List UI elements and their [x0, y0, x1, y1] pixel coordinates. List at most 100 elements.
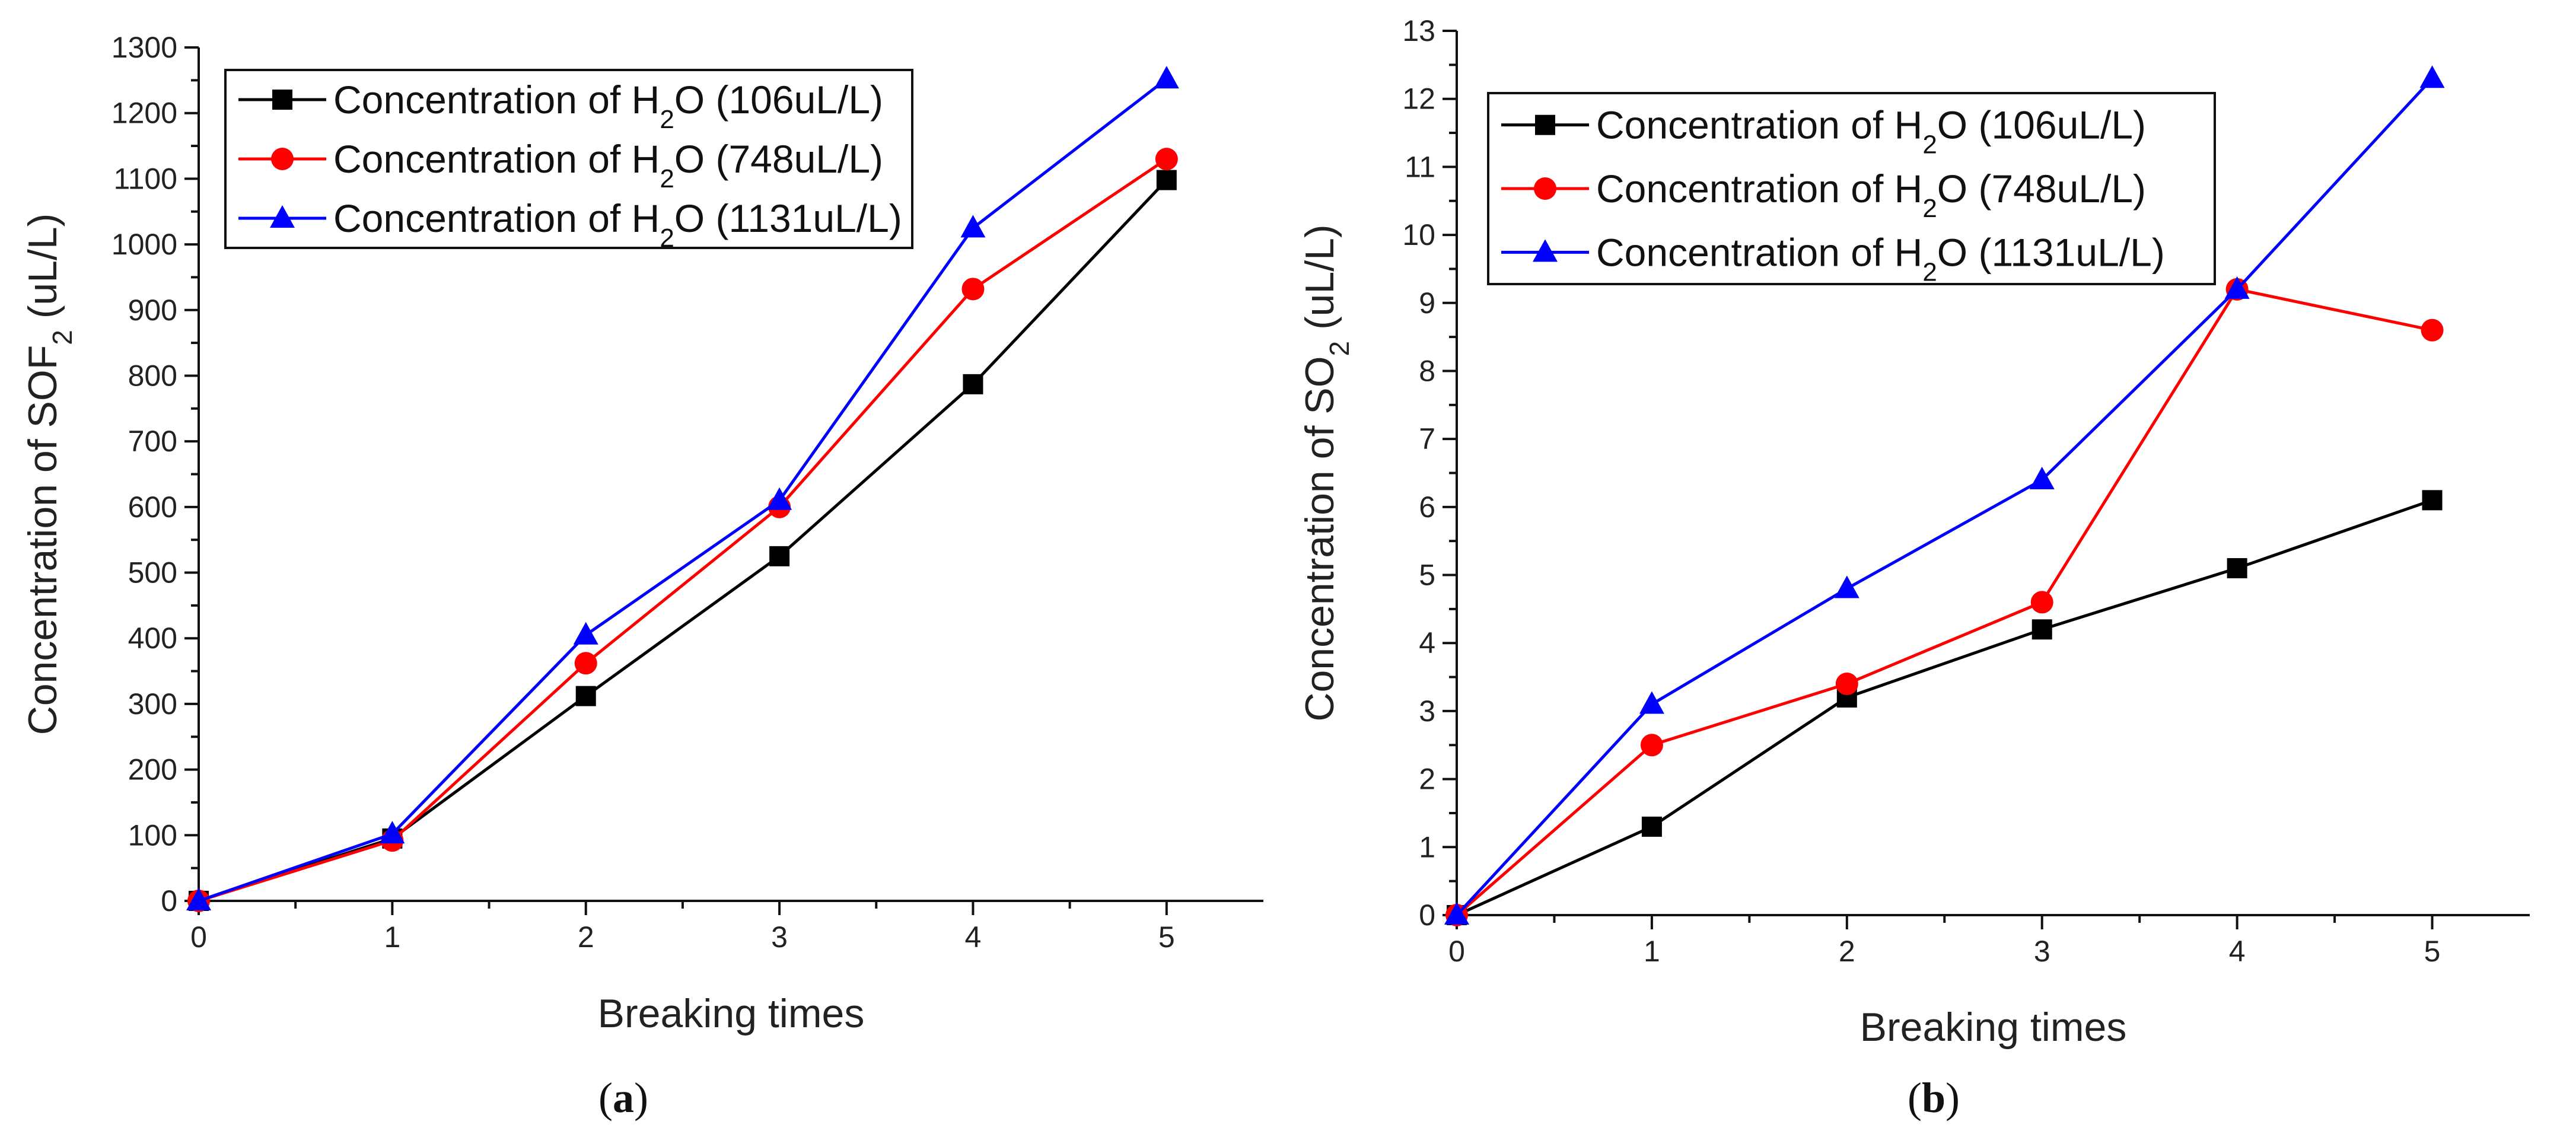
- legend-label-3: Concentration of H2O (1131uL/L): [333, 196, 902, 253]
- y-tick-label: 13: [1402, 14, 1435, 47]
- y-tick-label: 0: [161, 884, 177, 917]
- y-tick-label: 8: [1419, 354, 1435, 387]
- legend-label-text-end: O (1131uL/L): [674, 196, 902, 240]
- series-3-point: [767, 487, 792, 510]
- series-3-point: [1444, 902, 1469, 925]
- series-1-point: [963, 374, 983, 394]
- legend-box: [224, 69, 913, 249]
- y-axis-label: Concentration of SO2 (uL/L): [1297, 224, 1355, 721]
- legend-label-text-end: O (106uL/L): [1937, 103, 2146, 147]
- y-tick-label: 3: [1419, 694, 1435, 728]
- legend-label-text: Concentration of H: [333, 196, 660, 240]
- series-3-point: [2029, 466, 2055, 489]
- y-tick-label: 0: [1419, 899, 1435, 932]
- caption-paren-close: ): [634, 1074, 648, 1122]
- legend-label-subscript: 2: [660, 224, 674, 253]
- y-tick-label: 4: [1419, 626, 1435, 660]
- y-tick-label: 800: [128, 359, 177, 392]
- caption-paren-open: (: [1908, 1074, 1922, 1122]
- legend-label-subscript: 2: [1922, 257, 1937, 286]
- x-tick-label: 4: [965, 920, 982, 954]
- legend-label-3: Concentration of H2O (1131uL/L): [1596, 230, 2165, 286]
- x-tick-label: 0: [190, 920, 207, 954]
- legend-marker-2: [1534, 177, 1556, 200]
- series-1-point: [2227, 558, 2247, 579]
- caption-letter: b: [1922, 1074, 1945, 1122]
- series-2-line: [1456, 288, 2433, 916]
- y-tick-label: 1100: [113, 162, 177, 195]
- chart-a: 0 1 2 3 4 5 0 100 200 300 400 500 600 700 800 900 1000 11…: [20, 31, 1263, 1122]
- legend-label-subscript: 2: [660, 105, 674, 134]
- series-1-point: [769, 546, 790, 566]
- series-2-point: [574, 652, 597, 675]
- series-2-point: [1640, 734, 1663, 757]
- y-tick-label: 1000: [112, 228, 177, 261]
- legend-label-text-end: O (106uL/L): [674, 78, 883, 122]
- series-3-point: [380, 821, 405, 844]
- y-tick-label: 200: [128, 753, 177, 786]
- x-tick-label: 5: [2424, 935, 2441, 968]
- series-1-point: [2422, 490, 2443, 511]
- y-tick-label: 100: [128, 818, 177, 852]
- y-axis-label-text: Concentration of SO: [1297, 356, 1342, 722]
- series-2-point: [2030, 591, 2053, 614]
- legend-marker-1: [1535, 114, 1555, 135]
- series-3-line: [1456, 77, 2434, 916]
- x-tick-label: 4: [2229, 935, 2246, 968]
- y-tick-label: 5: [1419, 559, 1435, 592]
- series-1-line: [1456, 499, 2433, 917]
- y-axis-label-subscript: 2: [1324, 341, 1355, 356]
- legend-label-text-end: O (748uL/L): [674, 137, 883, 181]
- legend-label-text: Concentration of H: [1596, 167, 1922, 211]
- y-tick-label: 300: [128, 687, 177, 721]
- series-3-point: [960, 215, 986, 238]
- legend-marker-1: [272, 90, 292, 110]
- y-axis-label-text: Concentration of SOF: [20, 345, 65, 735]
- series-2-point: [1155, 148, 1178, 171]
- y-axis-label-unit: (uL/L): [20, 214, 65, 330]
- y-axis-label: Concentration of SOF2 (uL/L): [20, 214, 78, 735]
- y-tick-label: 1200: [112, 97, 177, 130]
- y-tick-label: 7: [1419, 422, 1435, 455]
- subfigure-caption: (b): [1908, 1074, 1960, 1122]
- series-3-line: [198, 78, 1168, 903]
- x-axis-label: Breaking times: [598, 991, 865, 1036]
- legend-label-text: Concentration of H: [333, 78, 660, 122]
- y-tick-label: 400: [128, 622, 177, 655]
- series-2-line: [198, 158, 1168, 903]
- legend-label-1: Concentration of H2O (106uL/L): [333, 78, 883, 134]
- x-tick-label: 2: [578, 920, 594, 954]
- legend-marker-3: [270, 205, 295, 228]
- x-tick-label: 1: [1644, 935, 1660, 968]
- y-tick-label: 1300: [112, 31, 177, 64]
- y-tick-label: 9: [1419, 286, 1435, 320]
- x-tick-label: 3: [771, 920, 788, 954]
- y-tick-label: 600: [128, 490, 177, 524]
- y-tick-label: 6: [1419, 490, 1435, 524]
- series-3-point: [1639, 691, 1664, 714]
- series-1-point: [575, 686, 596, 706]
- caption-paren-open: (: [598, 1074, 613, 1122]
- x-tick-label: 5: [1158, 920, 1175, 954]
- subfigure-caption: (a): [598, 1074, 648, 1122]
- series-3-point: [2224, 276, 2250, 299]
- series-3-point: [186, 888, 211, 910]
- legend-label-text: Concentration of H: [1596, 103, 1922, 147]
- y-tick-label: 12: [1402, 82, 1435, 116]
- series-3-point: [1834, 575, 1859, 598]
- legend-marker-3: [1533, 239, 1558, 262]
- legend-label-2: Concentration of H2O (748uL/L): [1596, 167, 2146, 223]
- series-2-point: [1835, 673, 1858, 696]
- legend-label-text: Concentration of H: [1596, 230, 1922, 274]
- legend-label-text-end: O (1131uL/L): [1937, 230, 2165, 274]
- x-tick-label: 2: [1839, 935, 1855, 968]
- caption-letter: a: [613, 1074, 634, 1122]
- series-3-point: [1154, 66, 1179, 89]
- legend-label-subscript: 2: [660, 164, 674, 193]
- y-tick-label: 10: [1402, 218, 1435, 251]
- y-tick-label: 900: [128, 294, 177, 327]
- series-1-point: [2031, 619, 2052, 640]
- caption-paren-close: ): [1945, 1074, 1960, 1122]
- x-tick-label: 3: [2034, 935, 2050, 968]
